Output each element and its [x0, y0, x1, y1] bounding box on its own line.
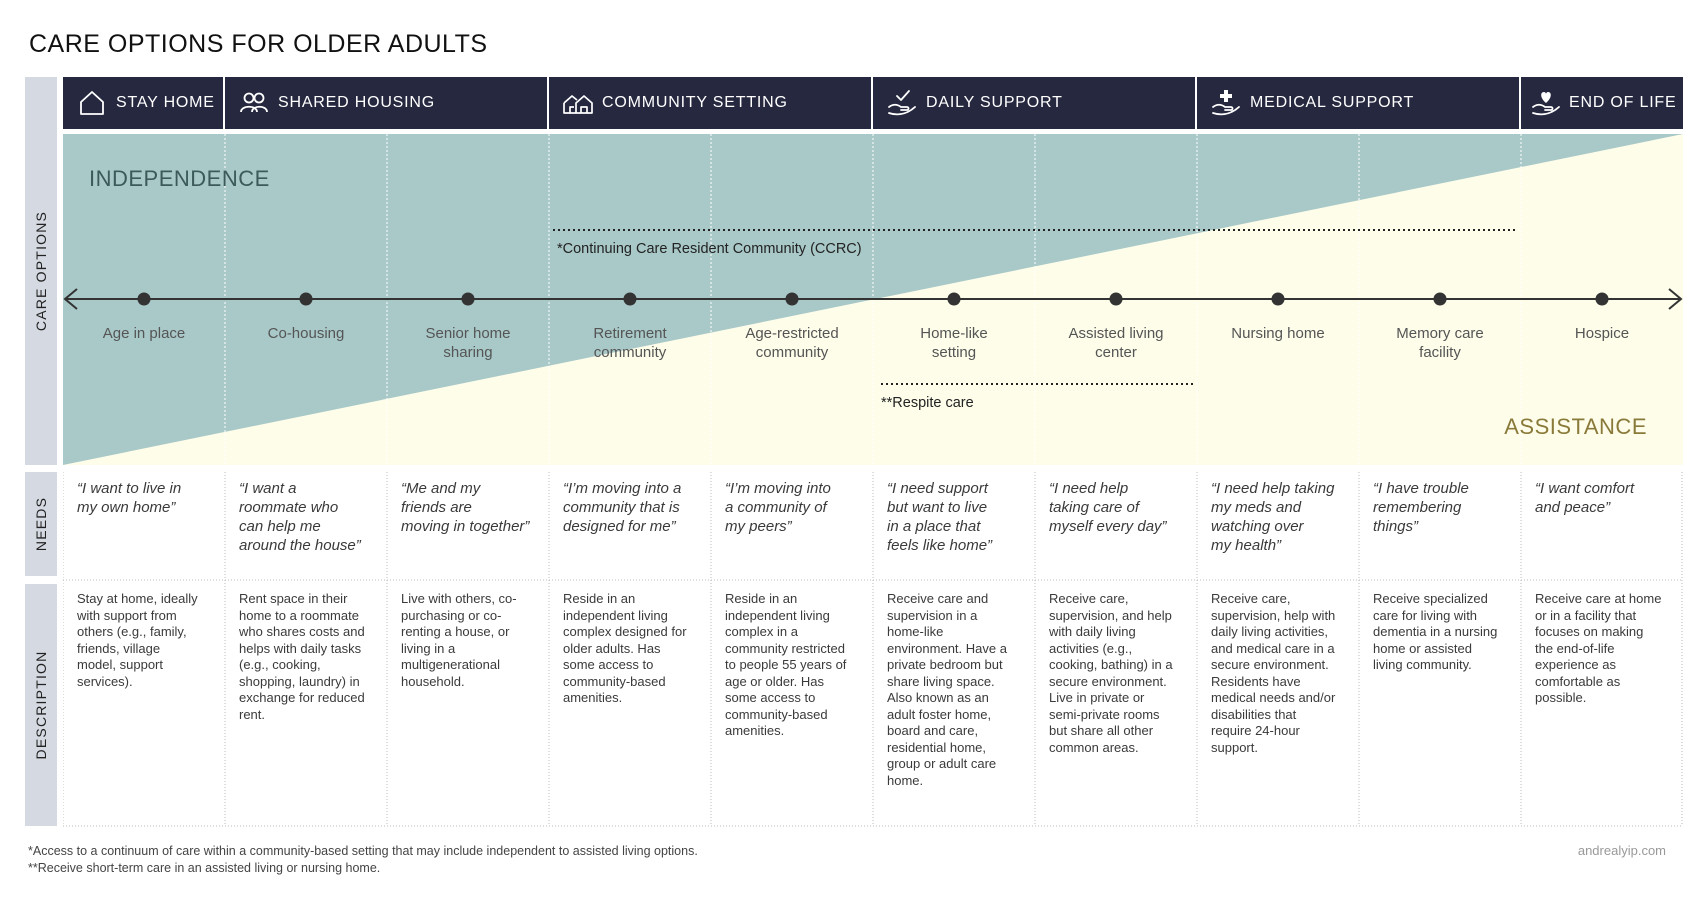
- option-label-age-in-place: Age in place: [102, 325, 186, 342]
- timeline-point: [299, 292, 313, 306]
- description-hospice: Receive care at home or in a facility tha…: [1535, 591, 1662, 705]
- need-hospice: “I want comfort and peace”: [1535, 480, 1635, 516]
- timeline-left-arrow: [63, 288, 78, 310]
- timeline-right-arrow: [1668, 288, 1683, 310]
- category-label: SHARED HOUSING: [278, 94, 435, 111]
- timeline-point: [947, 292, 961, 306]
- timeline-point: [1433, 292, 1447, 306]
- category-daily-support: DAILY SUPPORT: [873, 77, 1197, 129]
- footnote-ccrc: *Access to a continuum of care within a …: [28, 844, 698, 858]
- care-continuum-diagram: INDEPENDENCE ASSISTANCE *Continuing Care…: [63, 134, 1683, 465]
- option-label-memory-care-facility: Memory care facility: [1396, 325, 1484, 361]
- need-age-in-place: “I want to live in my own home”: [77, 480, 182, 516]
- description-retirement-community: Reside in an independent living complex de…: [563, 591, 687, 705]
- credit-link[interactable]: andrealyip.com: [1577, 843, 1666, 858]
- category-label: STAY HOME: [116, 94, 215, 111]
- category-label: COMMUNITY SETTING: [602, 94, 788, 111]
- option-label-senior-home-sharing: Senior home sharing: [425, 325, 511, 361]
- independence-label: INDEPENDENCE: [89, 166, 270, 191]
- description-age-restricted-community: Reside in an independent living complex in…: [725, 591, 847, 738]
- timeline-point: [785, 292, 799, 306]
- option-label-assisted-living-center: Assisted living center: [1068, 325, 1164, 361]
- category-medical-support: MEDICAL SUPPORT: [1197, 77, 1521, 129]
- option-label-home-like-setting: Home-like setting: [920, 325, 988, 361]
- timeline-point: [461, 292, 475, 306]
- respite-label: **Respite care: [881, 395, 974, 411]
- category-label: END OF LIFE: [1569, 94, 1677, 111]
- option-label-age-restricted-community: Age-restricted community: [745, 325, 839, 361]
- option-label-co-housing: Co-housing: [267, 325, 345, 342]
- category-label: MEDICAL SUPPORT: [1250, 94, 1415, 111]
- need-assisted-living-center: “I need help taking care of myself every d…: [1049, 480, 1167, 535]
- description-co-housing: Rent space in their home to a roommate who…: [239, 591, 365, 722]
- description-nursing-home: Receive care, supervision, help with daily…: [1211, 591, 1336, 755]
- timeline-point: [623, 292, 637, 306]
- hand-check-icon: [887, 88, 917, 118]
- description-memory-care-facility: Receive specialized care for living with d…: [1373, 591, 1498, 672]
- side-bar-needs: NEEDS: [25, 472, 57, 576]
- page-title: CARE OPTIONS FOR OLDER ADULTS: [29, 30, 488, 58]
- side-bar-care-options: CARE OPTIONS: [25, 77, 57, 465]
- description-assisted-living-center: Receive care, supervision, and help with d…: [1049, 591, 1173, 755]
- need-memory-care-facility: “I have trouble remembering things”: [1373, 480, 1469, 535]
- category-stay-home: STAY HOME: [63, 77, 225, 129]
- assistance-label: ASSISTANCE: [1504, 414, 1647, 439]
- description-age-in-place: Stay at home, ideally with support from ot…: [77, 591, 198, 689]
- option-label-hospice: Hospice: [1574, 325, 1630, 342]
- timeline-point: [1271, 292, 1285, 306]
- category-shared-housing: SHARED HOUSING: [225, 77, 549, 129]
- option-label-nursing-home: Nursing home: [1231, 325, 1325, 342]
- house-icon: [77, 88, 107, 118]
- timeline-point: [1595, 292, 1609, 306]
- side-label-care-options: CARE OPTIONS: [33, 210, 49, 332]
- people-icon: [239, 88, 269, 118]
- footnote-respite: **Receive short-term care in an assisted…: [28, 861, 381, 875]
- hand-cross-icon: [1211, 88, 1241, 118]
- timeline-point: [1109, 292, 1123, 306]
- need-age-restricted-community: “I’m moving into a community of my peers”: [725, 480, 831, 535]
- side-label-description: DESCRIPTION: [33, 650, 49, 760]
- ccrc-label: *Continuing Care Resident Community (CCR…: [557, 241, 862, 257]
- need-retirement-community: “I’m moving into a community that is desig…: [563, 480, 682, 535]
- side-label-needs: NEEDS: [33, 496, 49, 552]
- category-end-of-life: END OF LIFE: [1521, 77, 1683, 129]
- description-senior-home-sharing: Live with others, co-purchasing or co-re…: [401, 591, 517, 689]
- houses-icon: [563, 88, 593, 118]
- description-home-like-setting: Receive care and supervision in a home-lik…: [887, 591, 1007, 788]
- category-community-setting: COMMUNITY SETTING: [549, 77, 873, 129]
- table-grid: [63, 472, 1683, 827]
- need-senior-home-sharing: “Me and my friends are moving in together”: [401, 480, 530, 535]
- need-nursing-home: “I need help taking my meds and watching o…: [1211, 480, 1335, 554]
- gradient-background: [63, 134, 1683, 465]
- need-co-housing: “I want a roommate who can help me around t…: [239, 480, 361, 554]
- option-label-retirement-community: Retirement community: [593, 325, 667, 361]
- hand-heart-icon: [1531, 88, 1561, 118]
- category-label: DAILY SUPPORT: [926, 94, 1063, 111]
- timeline-point: [137, 292, 151, 306]
- side-bar-description: DESCRIPTION: [25, 584, 57, 826]
- need-home-like-setting: “I need support but want to live in a plac…: [887, 480, 993, 554]
